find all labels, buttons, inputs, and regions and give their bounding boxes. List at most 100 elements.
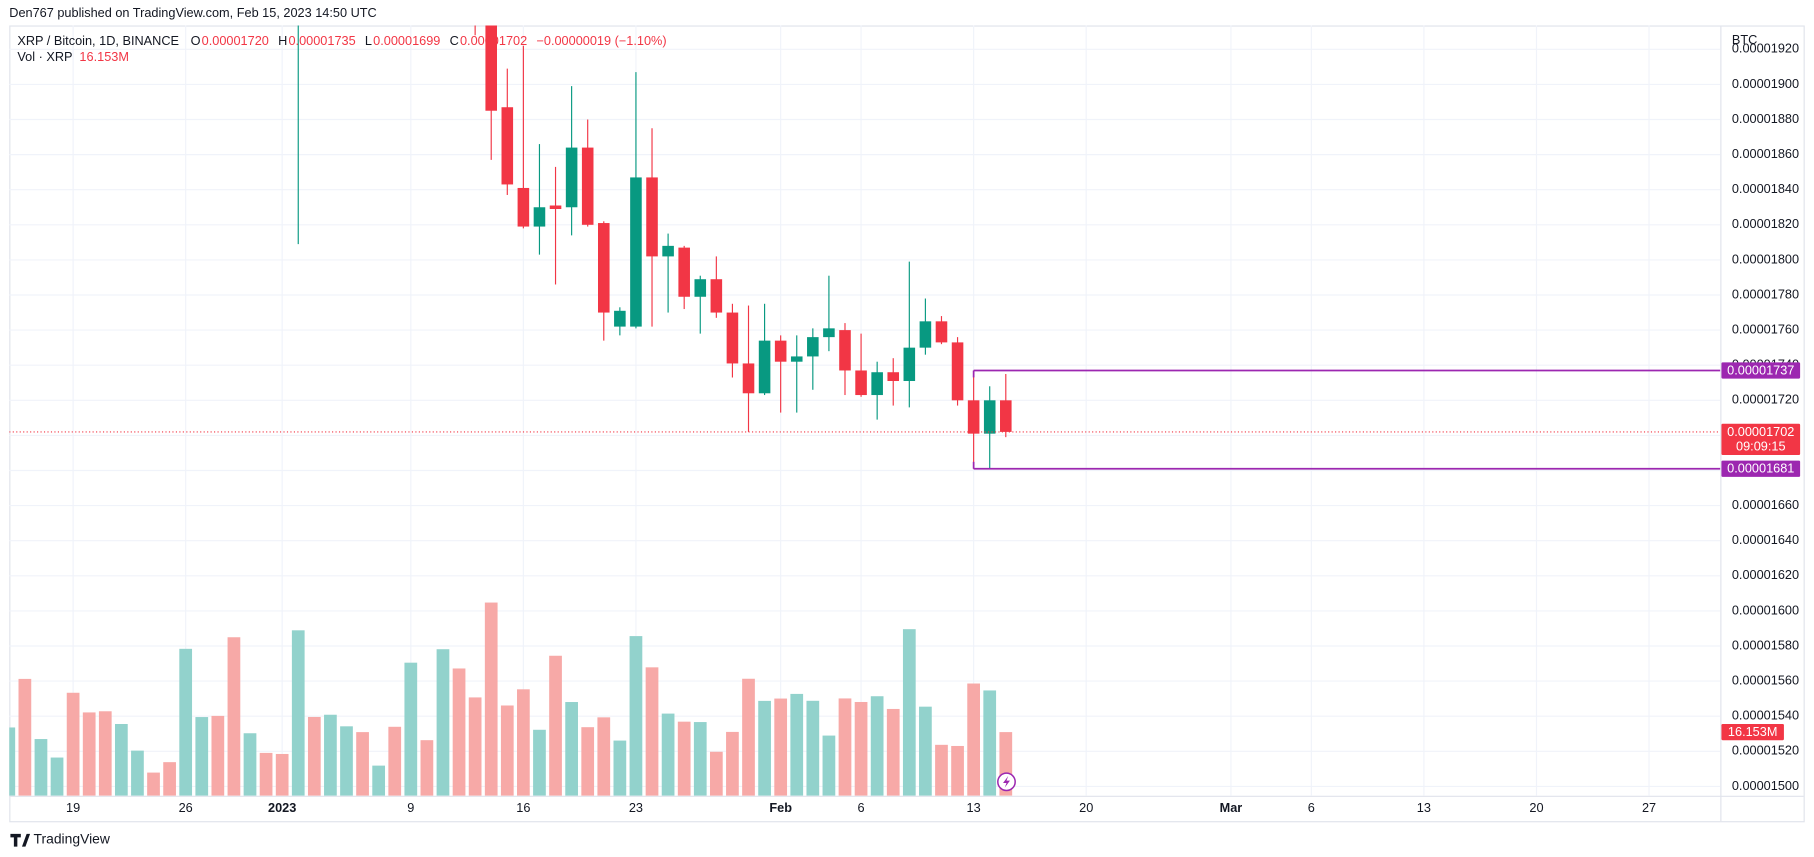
- last-price-label: 0.00001702: [1727, 424, 1794, 439]
- last-price-badge: [1721, 423, 1801, 456]
- grid: [9, 25, 1721, 796]
- candle-body: [774, 340, 787, 362]
- volume-bar: [645, 667, 659, 796]
- volume-bar: [854, 701, 868, 796]
- volume-bar: [806, 700, 820, 796]
- candle-body: [726, 312, 739, 364]
- volume-bar: [291, 630, 305, 796]
- volume-bar: [565, 702, 578, 796]
- volume-bar: [919, 706, 932, 796]
- volume-bar: [340, 726, 353, 796]
- volume-bar: [822, 735, 836, 796]
- volume-bar: [82, 712, 96, 796]
- alert-icon[interactable]: [997, 772, 1016, 792]
- legend-change: −0.00000019 (−1.10%): [536, 33, 666, 48]
- candle-body: [935, 321, 948, 343]
- logo: [10, 833, 31, 847]
- volume-bar: [677, 721, 691, 796]
- volume-bar: [420, 740, 434, 796]
- volume-bar: [902, 629, 916, 796]
- volume-bar: [163, 762, 176, 796]
- y-unit: BTC: [1732, 32, 1757, 47]
- volume-legend-name: Vol · XRP: [17, 49, 72, 64]
- y-tick-label: 0.00001540: [1732, 708, 1799, 723]
- candle-body: [646, 177, 658, 257]
- volume-bar: [243, 733, 257, 796]
- price-badge-label: 0.00001737: [1727, 362, 1794, 377]
- volume-bar: [259, 752, 273, 796]
- volume-bar: [935, 744, 948, 796]
- y-tick-label: 0.00001820: [1732, 216, 1799, 231]
- volume-badge: [1721, 723, 1784, 741]
- volume-bar: [179, 648, 193, 796]
- candle-body: [951, 342, 964, 401]
- volume-bar: [275, 753, 289, 796]
- y-tick-label: 0.00001500: [1732, 778, 1799, 793]
- legend-value: 0.00001699: [373, 33, 440, 48]
- legend-symbol: XRP / Bitcoin, 1D, BINANCE: [17, 33, 179, 48]
- y-tick-label: 0.00001880: [1732, 111, 1799, 126]
- x-tick-label: Feb: [769, 800, 792, 815]
- volume-bar: [951, 745, 964, 796]
- volume-bar: [9, 727, 16, 796]
- x-tick-label: 6: [1308, 800, 1315, 815]
- candle-body: [533, 207, 546, 227]
- countdown-label: 09:09:15: [1736, 438, 1786, 453]
- volume-bar: [726, 731, 739, 796]
- candle-body: [903, 347, 916, 382]
- y-tick-label: 0.00001900: [1732, 76, 1799, 91]
- volume-bar: [838, 698, 852, 796]
- candle-body: [597, 223, 610, 313]
- legend-value: 0.00001702: [460, 33, 527, 48]
- x-tick-label: 13: [1417, 800, 1431, 815]
- volume-bar: [372, 765, 386, 796]
- volume-badge-label: 16.153M: [1728, 724, 1778, 739]
- x-tick-label: 23: [629, 800, 643, 815]
- footer-brand: TradingView: [34, 830, 111, 846]
- y-tick-label: 0.00001920: [1732, 41, 1799, 56]
- volume-pane: [9, 602, 1013, 796]
- volume-bar: [18, 678, 32, 796]
- volume-bar: [404, 662, 418, 796]
- volume-bar: [758, 700, 771, 796]
- volume-bar: [468, 697, 482, 796]
- volume-bar: [114, 723, 128, 796]
- y-tick-label: 0.00001640: [1732, 532, 1799, 547]
- volume-bar: [50, 757, 64, 796]
- legend-key: H: [278, 33, 287, 48]
- candle-body: [1000, 400, 1012, 432]
- volume-bar: [870, 696, 884, 796]
- y-tick-label: 0.00001600: [1732, 602, 1799, 617]
- y-tick-label: 0.00001760: [1732, 321, 1799, 336]
- y-tick-label: 0.00001520: [1732, 743, 1799, 758]
- y-tick-label: 0.00001840: [1732, 181, 1799, 196]
- candle-body: [887, 372, 900, 382]
- volume-bar: [597, 717, 611, 796]
- volume-bar: [661, 713, 675, 796]
- candle-body: [967, 400, 980, 434]
- x-tick-label: Mar: [1220, 800, 1243, 815]
- volume-bar: [147, 772, 160, 796]
- x-tick-label: 6: [858, 800, 865, 815]
- candle-body: [501, 107, 514, 185]
- volume-bar: [98, 711, 112, 796]
- legend-value: 0.00001720: [202, 33, 269, 48]
- price-badge-label: 0.00001681: [1727, 461, 1794, 476]
- candle-body: [549, 205, 562, 210]
- volume-bar: [388, 726, 402, 796]
- x-tick-label: 26: [179, 800, 193, 815]
- volume-bar: [967, 683, 980, 796]
- price-badge: [1721, 362, 1801, 379]
- volume-bar: [227, 637, 241, 796]
- candle-body: [710, 279, 723, 313]
- legend: XRP / Bitcoin, 1D, BINANCE O 0.00001720 H 0.…: [17, 33, 666, 64]
- volume-bar: [211, 715, 225, 796]
- x-tick-label: 27: [1642, 800, 1656, 815]
- candle-body: [694, 279, 707, 297]
- volume-bar: [307, 716, 321, 796]
- legend-key: L: [365, 33, 372, 48]
- volume-bar: [436, 649, 450, 796]
- candle-body: [807, 337, 819, 357]
- y-tick-label: 0.00001860: [1732, 146, 1799, 161]
